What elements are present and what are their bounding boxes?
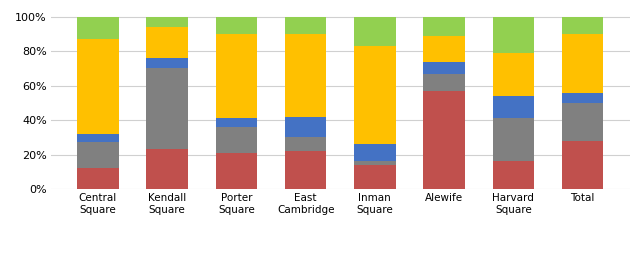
Bar [562,141,604,189]
Bar [562,93,604,103]
Bar [354,17,396,46]
Bar [146,58,188,68]
Bar [492,161,534,189]
Bar [216,153,257,189]
Bar [146,68,188,149]
Bar [424,91,465,189]
Bar [77,39,119,134]
Bar [354,46,396,144]
Bar [77,168,119,189]
Bar [492,118,534,161]
Bar [424,73,465,91]
Bar [424,17,465,36]
Bar [285,34,326,117]
Bar [562,34,604,93]
Bar [216,17,257,34]
Bar [285,17,326,34]
Bar [146,149,188,189]
Bar [562,17,604,34]
Bar [354,161,396,165]
Bar [77,143,119,168]
Bar [146,27,188,58]
Bar [354,165,396,189]
Bar [285,151,326,189]
Bar [216,118,257,127]
Bar [562,103,604,141]
Bar [492,53,534,96]
Bar [424,36,465,62]
Bar [216,127,257,153]
Bar [492,96,534,118]
Bar [354,144,396,161]
Bar [424,62,465,73]
Bar [77,17,119,39]
Bar [285,117,326,137]
Bar [77,134,119,143]
Bar [146,17,188,27]
Bar [492,17,534,53]
Bar [285,137,326,151]
Bar [216,34,257,118]
